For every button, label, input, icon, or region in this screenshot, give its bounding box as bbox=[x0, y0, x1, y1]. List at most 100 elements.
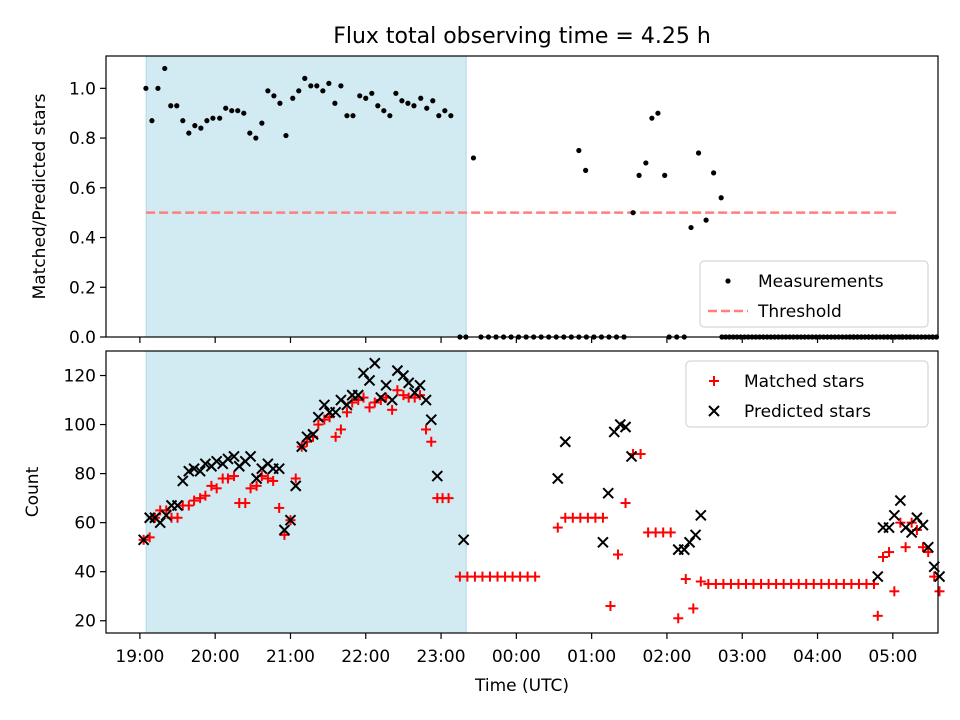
measurement-point bbox=[405, 101, 410, 106]
measurement-point bbox=[296, 88, 301, 93]
measurement-point bbox=[192, 123, 197, 128]
measurement-point bbox=[149, 118, 154, 123]
measurement-point bbox=[217, 116, 222, 121]
x-tick-label: 23:00 bbox=[417, 647, 466, 667]
measurement-point bbox=[655, 111, 660, 116]
measurement-point bbox=[332, 101, 337, 106]
x-tick-label: 05:00 bbox=[868, 647, 917, 667]
y-tick-label: 60 bbox=[74, 514, 96, 534]
measurement-point bbox=[430, 98, 435, 103]
measurement-point bbox=[308, 83, 313, 88]
measurement-point bbox=[344, 113, 349, 118]
measurement-point bbox=[393, 91, 398, 96]
measurement-point bbox=[290, 96, 295, 101]
measurement-point bbox=[302, 76, 307, 81]
measurement-point bbox=[155, 86, 160, 91]
legend: Matched stars Predicted stars bbox=[686, 361, 928, 427]
measurement-point bbox=[357, 93, 362, 98]
measurement-point bbox=[399, 98, 404, 103]
measurement-point bbox=[387, 113, 392, 118]
y-tick-label: 80 bbox=[74, 465, 96, 485]
legend-label: Predicted stars bbox=[744, 402, 871, 422]
figure-title: Flux total observing time = 4.25 h bbox=[333, 24, 711, 49]
legend-label: Threshold bbox=[757, 302, 842, 322]
y-tick-label: 0.4 bbox=[69, 229, 96, 249]
measurement-point bbox=[411, 103, 416, 108]
y-tick-label: 0.0 bbox=[69, 328, 96, 348]
x-tick-label: 19:00 bbox=[115, 647, 164, 667]
measurement-point bbox=[448, 113, 453, 118]
measurement-point bbox=[436, 113, 441, 118]
measurement-point bbox=[711, 170, 716, 175]
observing-window-band bbox=[146, 351, 466, 633]
y-tick-label: 0.6 bbox=[69, 179, 96, 199]
measurement-point bbox=[424, 106, 429, 111]
y-axis-label: Count bbox=[23, 466, 43, 517]
measurement-point bbox=[643, 160, 648, 165]
x-tick-label: 03:00 bbox=[718, 647, 767, 667]
x-tick-label: 01:00 bbox=[567, 647, 616, 667]
measurement-point bbox=[649, 116, 654, 121]
measurement-point bbox=[198, 126, 203, 131]
measurement-point bbox=[210, 116, 215, 121]
y-tick-label: 1.0 bbox=[69, 79, 96, 99]
measurement-point bbox=[375, 103, 380, 108]
measurement-point bbox=[363, 96, 368, 101]
measurement-point bbox=[662, 173, 667, 178]
measurement-point bbox=[703, 218, 708, 223]
measurement-point bbox=[283, 133, 288, 138]
measurement-point bbox=[180, 118, 185, 123]
measurement-point bbox=[271, 93, 276, 98]
y-axis-label: Matched/Predicted stars bbox=[30, 93, 50, 299]
measurement-point bbox=[576, 148, 581, 153]
measurement-point bbox=[204, 118, 209, 123]
y-tick-label: 0.2 bbox=[69, 278, 96, 298]
y-tick-label: 120 bbox=[64, 367, 96, 387]
measurement-point bbox=[696, 150, 701, 155]
measurement-point bbox=[350, 113, 355, 118]
x-tick-label: 00:00 bbox=[492, 647, 541, 667]
measurement-point bbox=[338, 83, 343, 88]
measurement-point bbox=[186, 130, 191, 135]
measurement-point bbox=[719, 195, 724, 200]
measurement-point bbox=[630, 210, 635, 215]
x-tick-label: 20:00 bbox=[191, 647, 240, 667]
measurement-point bbox=[168, 103, 173, 108]
measurement-point bbox=[247, 130, 252, 135]
measurement-point bbox=[229, 108, 234, 113]
measurement-point bbox=[471, 155, 476, 160]
x-tick-label: 02:00 bbox=[642, 647, 691, 667]
measurement-point bbox=[442, 108, 447, 113]
y-tick-label: 20 bbox=[74, 612, 96, 632]
measurement-point bbox=[369, 91, 374, 96]
legend-label: Matched stars bbox=[744, 372, 864, 392]
x-axis-label: Time (UTC) bbox=[474, 676, 569, 696]
legend-marker-dot bbox=[725, 278, 730, 283]
measurement-point bbox=[253, 135, 258, 140]
measurement-point bbox=[583, 168, 588, 173]
measurement-point bbox=[326, 81, 331, 86]
figure: Flux total observing time = 4.25 h 0.0 0.… bbox=[0, 0, 960, 720]
x-tick-label: 22:00 bbox=[341, 647, 390, 667]
measurement-point bbox=[143, 86, 148, 91]
y-tick-label: 40 bbox=[74, 563, 96, 583]
figure-background bbox=[0, 0, 960, 720]
measurement-point bbox=[265, 88, 270, 93]
y-tick-label: 0.8 bbox=[69, 129, 96, 149]
measurement-point bbox=[636, 173, 641, 178]
legend: Measurements Threshold bbox=[700, 261, 928, 327]
legend-label: Measurements bbox=[758, 272, 884, 292]
measurement-point bbox=[223, 106, 228, 111]
measurement-point bbox=[235, 108, 240, 113]
measurement-point bbox=[320, 88, 325, 93]
measurement-point bbox=[277, 101, 282, 106]
measurement-point bbox=[688, 225, 693, 230]
x-tick-label: 04:00 bbox=[793, 647, 842, 667]
measurement-point bbox=[314, 83, 319, 88]
x-tick-label: 21:00 bbox=[266, 647, 315, 667]
measurement-point bbox=[418, 96, 423, 101]
measurement-point bbox=[174, 103, 179, 108]
measurement-point bbox=[259, 121, 264, 126]
measurement-point bbox=[241, 111, 246, 116]
measurement-point bbox=[381, 108, 386, 113]
